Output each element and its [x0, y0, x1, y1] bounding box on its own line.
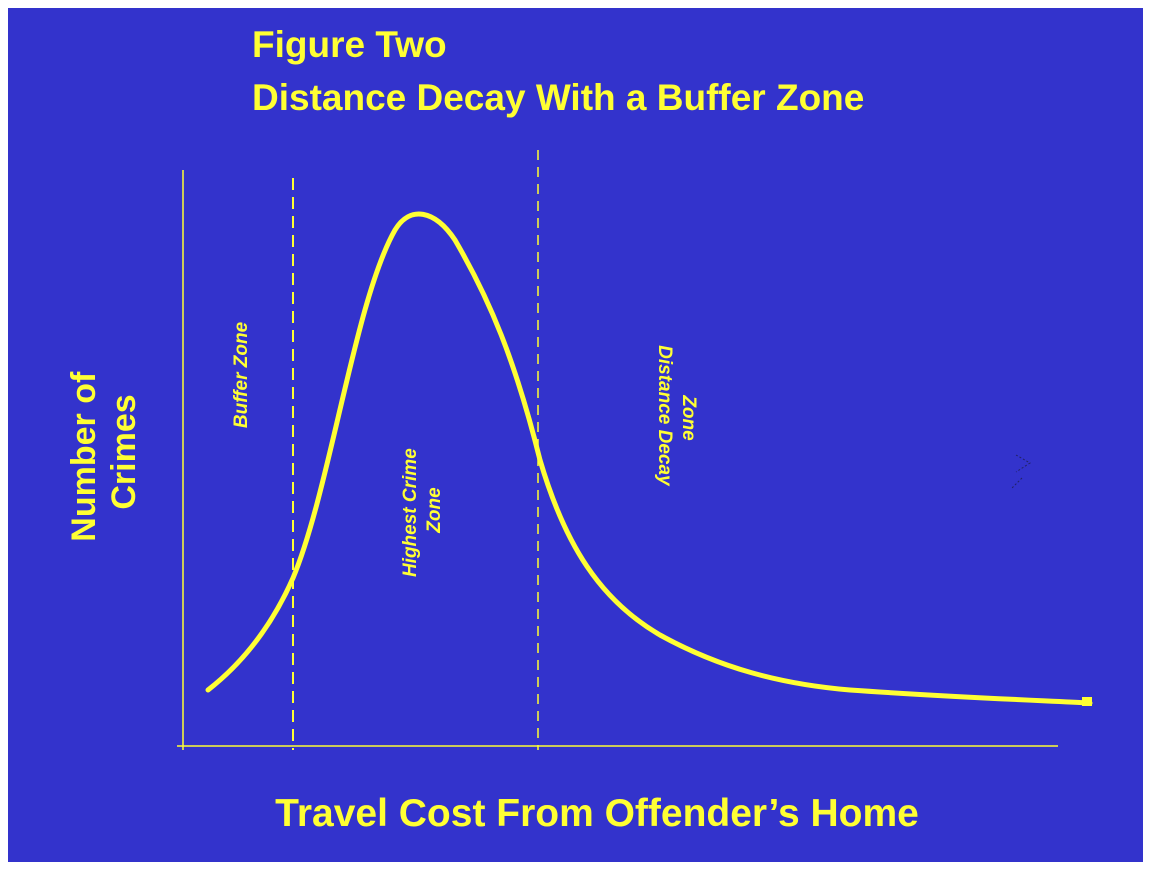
distance-decay-curve	[205, 211, 1093, 706]
zone-label-line: Highest Crime	[400, 448, 421, 577]
title-line: Figure Two	[252, 24, 447, 65]
zone-label-line: Buffer Zone	[231, 321, 252, 428]
y-axis-label: Number of Crimes	[65, 362, 143, 541]
zone-label-line: Zone	[424, 487, 445, 534]
zone-label: Highest Crime Zone	[400, 443, 445, 577]
zone-label-line: Zone	[678, 394, 699, 441]
zone-label: Distance Decay Zone	[654, 345, 699, 491]
y-axis-label-line: Crimes	[105, 394, 143, 509]
curve-end	[1082, 697, 1092, 706]
y-axis-label-line: Number of	[65, 371, 103, 542]
zone-label: Buffer Zone	[231, 321, 252, 428]
stray-mark	[1011, 454, 1031, 489]
title-line: Distance Decay With a Buffer Zone	[252, 77, 864, 118]
zone-label-line: Distance Decay	[654, 345, 675, 487]
title: Figure Two Distance Decay With a Buffer …	[252, 24, 864, 118]
background	[8, 8, 1143, 862]
x-axis-label: Travel Cost From Offender’s Home	[275, 792, 919, 835]
